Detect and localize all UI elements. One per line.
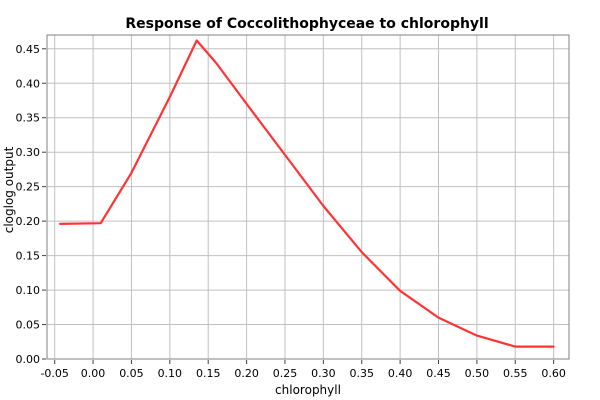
- x-tick-label: 0.50: [465, 367, 490, 380]
- x-tick-label: 0.35: [349, 367, 374, 380]
- x-tick-label: 0.60: [541, 367, 566, 380]
- y-tick-label: 0.30: [16, 146, 41, 159]
- series-line: [58, 39, 555, 348]
- y-axis-label: cloglog output: [2, 146, 16, 233]
- x-tick-label: 0.15: [196, 367, 221, 380]
- x-tick-label: 0.20: [234, 367, 259, 380]
- series-layer: [58, 39, 555, 348]
- x-tick-label: 0.30: [311, 367, 336, 380]
- y-tick-label: 0.20: [16, 215, 41, 228]
- y-tick-label: 0.15: [16, 250, 41, 263]
- y-tick-label: 0.35: [16, 112, 41, 125]
- x-tick-label: 0.00: [81, 367, 106, 380]
- chart-title: Response of Coccolithophyceae to chlorop…: [125, 16, 488, 32]
- x-tick-label: 0.40: [388, 367, 413, 380]
- y-tick-label: 0.25: [16, 181, 41, 194]
- y-tick-label: 0.10: [16, 284, 41, 297]
- y-tick-label: 0.05: [16, 319, 41, 332]
- x-tick-label: 0.10: [158, 367, 183, 380]
- ticks: -0.05 0.00 0.05 0.10 0.15 0.20 0.25 0.30 0.35 0.4…: [16, 43, 566, 380]
- x-axis-label: chlorophyll: [275, 383, 341, 397]
- grid: [47, 35, 569, 360]
- y-tick-label: 0.40: [16, 77, 41, 90]
- x-tick-label: -0.05: [40, 367, 68, 380]
- x-tick-label: 0.45: [426, 367, 451, 380]
- x-tick-label: 0.55: [503, 367, 528, 380]
- x-tick-label: 0.25: [273, 367, 298, 380]
- y-tick-label: 0.00: [16, 353, 41, 366]
- y-tick-label: 0.45: [16, 43, 41, 56]
- x-tick-label: 0.05: [119, 367, 144, 380]
- plot-frame: [46, 34, 570, 360]
